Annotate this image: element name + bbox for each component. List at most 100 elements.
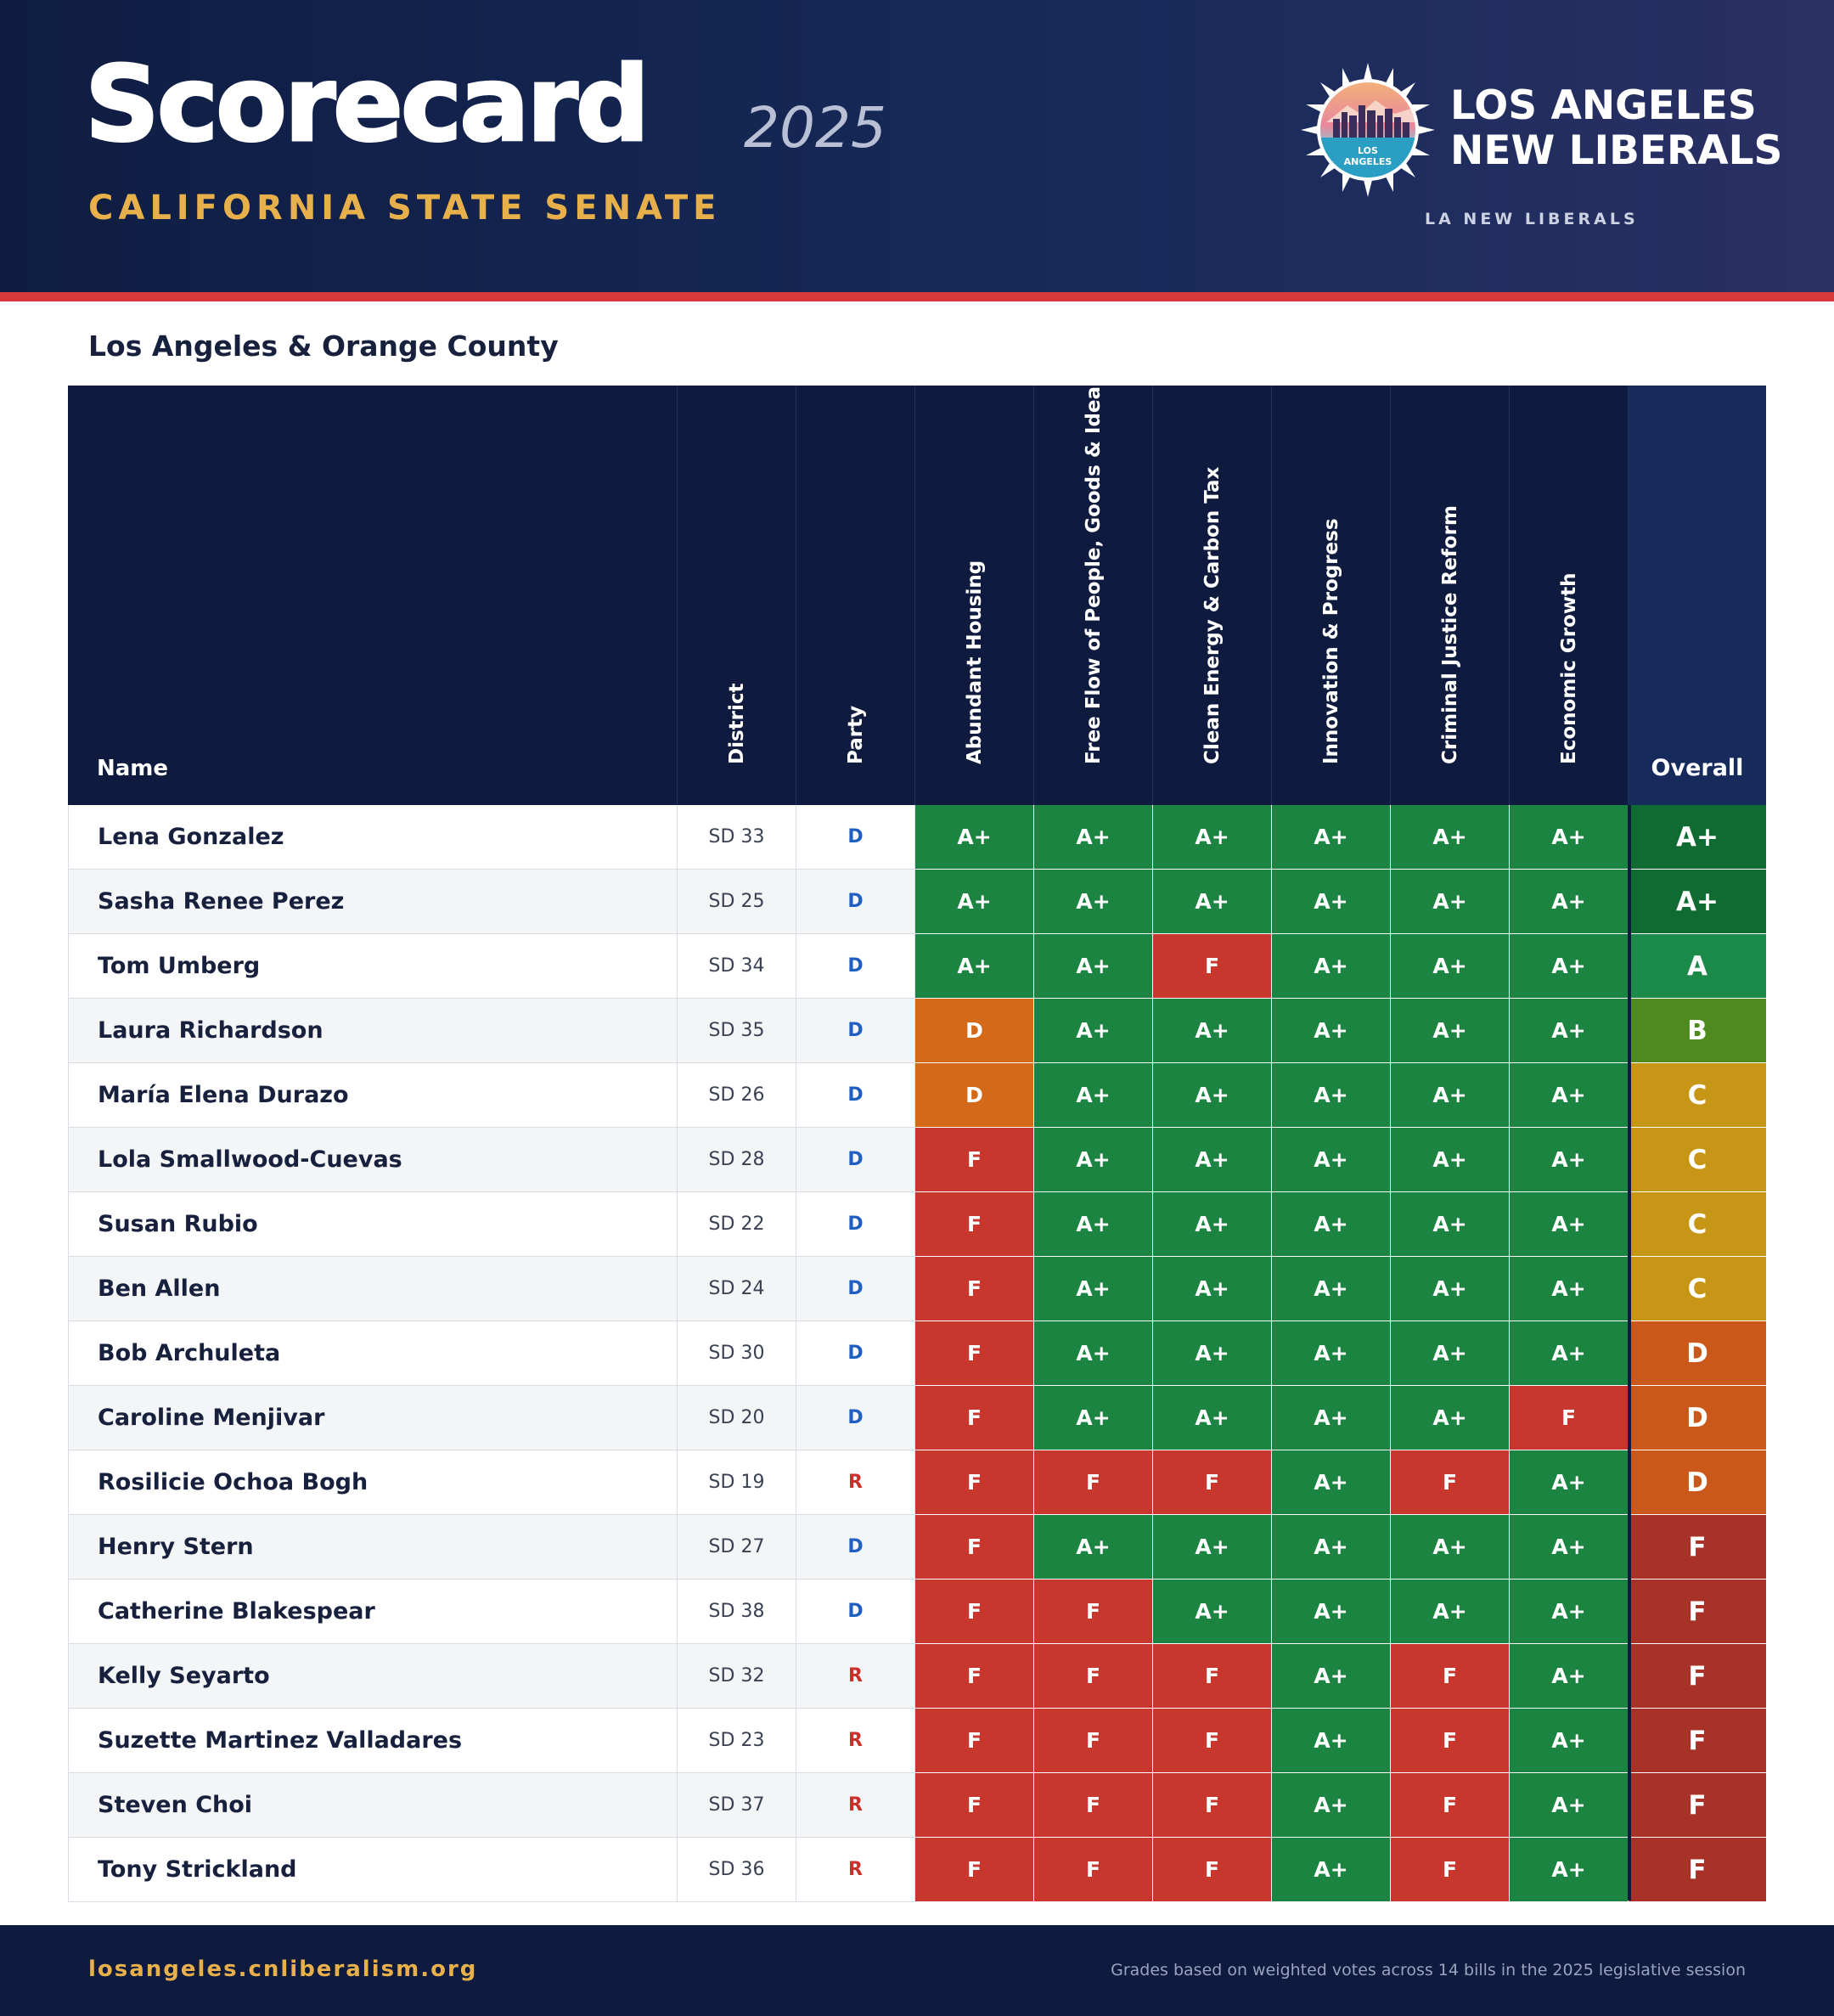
org-tagline: LA NEW LIBERALS <box>1425 210 1639 228</box>
table-row: Tony Strickland SD 36 R F F F A+ F A+ F <box>68 1838 1766 1902</box>
grade-cell: F <box>915 1386 1034 1450</box>
overall-grade-cell: D <box>1629 1386 1766 1450</box>
overall-grade-cell: F <box>1629 1580 1766 1644</box>
header-banner: Scorecard 2025 CALIFORNIA STATE SENATE <box>0 0 1834 292</box>
grade-cell: F <box>1034 1580 1153 1644</box>
grade-cell: A+ <box>1153 1063 1272 1128</box>
grade-cell: A+ <box>1272 1773 1391 1838</box>
senator-name: Lola Smallwood-Cuevas <box>98 1146 402 1173</box>
grade-cell: A+ <box>1391 1257 1510 1321</box>
column-header-innovation: Innovation & Progress <box>1272 386 1391 805</box>
grade-cell: F <box>915 1515 1034 1580</box>
grade-cell: A+ <box>1153 1515 1272 1580</box>
overall-grade-cell: F <box>1629 1838 1766 1902</box>
grade-cell: A+ <box>1034 1386 1153 1450</box>
district-value: SD 36 <box>708 1859 765 1880</box>
grade-cell: A+ <box>1153 1257 1272 1321</box>
table-row: Lena Gonzalez SD 33 D A+ A+ A+ A+ A+ A+ A+ <box>68 805 1766 870</box>
party-cell: R <box>796 1838 915 1902</box>
district-cell: SD 20 <box>678 1386 796 1450</box>
party-cell: R <box>796 1773 915 1838</box>
svg-text:ANGELES: ANGELES <box>1344 156 1392 167</box>
district-cell: SD 19 <box>678 1450 796 1515</box>
senator-name: Catherine Blakespear <box>98 1598 375 1625</box>
overall-grade-cell: D <box>1629 1321 1766 1386</box>
overall-grade-cell: C <box>1629 1063 1766 1128</box>
grade-cell: A+ <box>1034 1063 1153 1128</box>
grade-cell: A+ <box>1272 1709 1391 1773</box>
grade-cell: A+ <box>1272 999 1391 1063</box>
district-value: SD 27 <box>708 1536 765 1557</box>
table-row: Caroline Menjivar SD 20 D F A+ A+ A+ A+ F D <box>68 1386 1766 1450</box>
column-header-name: Name <box>68 386 678 805</box>
grade-cell: A+ <box>1272 1450 1391 1515</box>
senator-name-cell: Kelly Seyarto <box>68 1644 678 1709</box>
party-value: D <box>847 1407 864 1428</box>
table-row: Laura Richardson SD 35 D D A+ A+ A+ A+ A+ B <box>68 999 1766 1063</box>
footer-website-link[interactable]: losangeles.cnliberalism.org <box>88 1957 478 1982</box>
grade-cell: A+ <box>1272 1192 1391 1257</box>
party-value: D <box>847 826 864 848</box>
grade-cell: A+ <box>1034 1257 1153 1321</box>
party-cell: R <box>796 1709 915 1773</box>
region-heading: Los Angeles & Orange County <box>88 329 559 363</box>
grade-cell: F <box>1391 1644 1510 1709</box>
table-row: Suzette Martinez Valladares SD 23 R F F F A+ F A… <box>68 1709 1766 1773</box>
party-cell: D <box>796 1128 915 1192</box>
grade-cell: A+ <box>1272 1128 1391 1192</box>
grade-cell: A+ <box>1034 805 1153 870</box>
sun-rays <box>1301 63 1435 197</box>
overall-grade-cell: C <box>1629 1257 1766 1321</box>
party-cell: R <box>796 1644 915 1709</box>
table-row: Sasha Renee Perez SD 25 D A+ A+ A+ A+ A+ A+ A+ <box>68 870 1766 934</box>
senator-name: Rosilicie Ochoa Bogh <box>98 1469 368 1495</box>
grade-cell: A+ <box>1272 1580 1391 1644</box>
party-value: R <box>848 1472 863 1493</box>
senator-name-cell: Ben Allen <box>68 1257 678 1321</box>
grade-cell: A+ <box>1272 1386 1391 1450</box>
party-cell: D <box>796 1063 915 1128</box>
grade-cell: A+ <box>1391 1192 1510 1257</box>
senator-name: María Elena Durazo <box>98 1082 349 1108</box>
grade-cell: A+ <box>1391 934 1510 999</box>
grade-cell: A+ <box>1034 1192 1153 1257</box>
grade-cell: A+ <box>1034 999 1153 1063</box>
grade-cell: F <box>1391 1709 1510 1773</box>
senator-name: Susan Rubio <box>98 1211 258 1237</box>
grade-cell: A+ <box>1153 999 1272 1063</box>
party-value: D <box>847 891 864 912</box>
grade-cell: A+ <box>1510 1128 1629 1192</box>
district-cell: SD 30 <box>678 1321 796 1386</box>
district-value: SD 28 <box>708 1149 765 1170</box>
party-value: D <box>847 1343 864 1364</box>
table-row: Kelly Seyarto SD 32 R F F F A+ F A+ F <box>68 1644 1766 1709</box>
overall-grade-cell: B <box>1629 999 1766 1063</box>
footer: losangeles.cnliberalism.org Grades based… <box>0 1925 1834 2016</box>
party-value: R <box>848 1730 863 1751</box>
senator-name-cell: Lena Gonzalez <box>68 805 678 870</box>
party-cell: D <box>796 1192 915 1257</box>
grade-cell: A+ <box>1153 1128 1272 1192</box>
grade-cell: A+ <box>1510 999 1629 1063</box>
grade-cell: F <box>915 1580 1034 1644</box>
grade-cell: A+ <box>1153 1321 1272 1386</box>
senator-name: Suzette Martinez Valladares <box>98 1727 463 1754</box>
district-cell: SD 26 <box>678 1063 796 1128</box>
overall-grade-cell: A+ <box>1629 805 1766 870</box>
grade-cell: A+ <box>1034 1128 1153 1192</box>
footer-methodology-note: Grades based on weighted votes across 14… <box>1111 1961 1746 1979</box>
overall-grade-cell: C <box>1629 1192 1766 1257</box>
senator-name: Lena Gonzalez <box>98 824 284 850</box>
table-row: Henry Stern SD 27 D F A+ A+ A+ A+ A+ F <box>68 1515 1766 1580</box>
table-row: Lola Smallwood-Cuevas SD 28 D F A+ A+ A+ A+ A+ C <box>68 1128 1766 1192</box>
table-row: Catherine Blakespear SD 38 D F F A+ A+ A+ A+ F <box>68 1580 1766 1644</box>
party-cell: D <box>796 870 915 934</box>
table-row: Bob Archuleta SD 30 D F A+ A+ A+ A+ A+ D <box>68 1321 1766 1386</box>
grade-cell: A+ <box>1510 1450 1629 1515</box>
column-header-party: Party <box>796 386 915 805</box>
grade-cell: A+ <box>1034 870 1153 934</box>
grade-cell: A+ <box>1510 1644 1629 1709</box>
column-header-abundant-housing: Abundant Housing <box>915 386 1034 805</box>
party-value: R <box>848 1859 863 1880</box>
senator-name-cell: Suzette Martinez Valladares <box>68 1709 678 1773</box>
